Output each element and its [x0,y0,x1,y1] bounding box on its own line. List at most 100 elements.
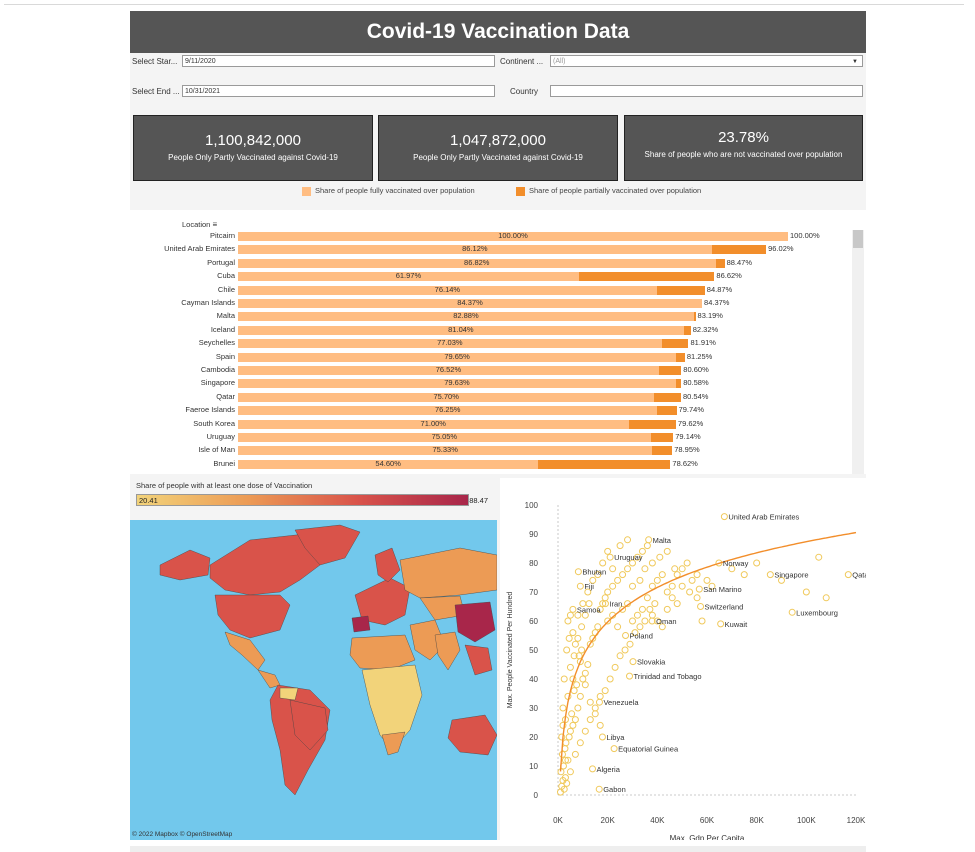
scatter-point [576,739,584,747]
bar-fully-vaccinated[interactable] [238,433,651,442]
map-region-north-africa[interactable] [349,634,416,671]
scatter-point-labeled [569,605,577,613]
map-region-usa[interactable] [214,594,291,639]
scatter-point [611,663,619,671]
map-region-iberia[interactable] [351,615,371,633]
bar-category-label: Cuba [217,271,235,281]
scatter-point [641,565,649,573]
map-region-greenland[interactable] [294,524,361,566]
bar-fully-vaccinated[interactable] [238,245,712,255]
bar-fully-vaccinated[interactable] [238,312,694,322]
bar-partially-vaccinated[interactable] [578,272,715,282]
scatter-point [673,600,681,608]
kpi-card-partly-2: 1,047,872,000 People Only Partly Vaccina… [378,115,618,181]
map-region-brazil[interactable] [289,699,329,751]
scatter-point [564,756,572,764]
map-region-southern-africa[interactable] [381,731,406,756]
scatter-point [581,611,589,619]
bar-fully-vaccinated[interactable] [238,459,539,469]
bar-partially-vaccinated[interactable] [628,419,676,429]
scatter-point-label: Uruguay [614,553,643,562]
bar-partially-vaccinated[interactable] [657,406,677,416]
bottom-toolbar [130,846,866,852]
scatter-point-labeled [766,571,774,579]
map-region-scandinavia[interactable] [374,547,401,583]
scatter-point [688,576,696,584]
scatter-point-label: Poland [630,632,653,641]
bar-partially-vaccinated[interactable] [715,258,725,268]
bar-category-label: Seychelles [198,338,235,348]
map-region-australia[interactable] [447,714,498,756]
kpi-card-not-vaccinated: 23.78% Share of people who are not vacci… [624,115,863,181]
bar-scrollbar[interactable] [852,230,864,474]
map-region-mexico[interactable] [224,631,266,671]
scatter-point [576,658,584,666]
scatter-point-labeled [629,658,637,666]
scatter-point [591,710,599,718]
bar-fully-vaccinated[interactable] [238,446,653,456]
scatter-chart[interactable]: 0 10 20 30 40 50 60 70 80 90 100 0K 20K 40K 60K 80K 100K… [500,478,872,843]
scatter-point [614,623,622,631]
scatter-point [633,611,641,619]
bar-partially-vaccinated[interactable] [683,325,691,335]
bar-partially-vaccinated[interactable] [538,459,671,469]
y-tick-label: 0 [534,791,539,800]
y-tick-label: 80 [529,559,538,568]
world-map[interactable]: © 2022 Mapbox © OpenStreetMap [130,520,498,840]
country-input[interactable] [550,85,863,97]
scatter-point [569,629,577,637]
scatter-point [571,640,579,648]
map-region-central-america[interactable] [257,669,281,689]
bar-fully-vaccinated[interactable] [238,379,676,389]
bar-fully-vaccinated[interactable] [238,352,677,362]
bar-partially-vaccinated[interactable] [661,339,689,349]
bar-partially-vaccinated[interactable] [658,366,682,375]
bar-partially-vaccinated[interactable] [676,352,685,362]
scatter-point-label: Slovakia [637,658,666,667]
location-header[interactable]: Location ≡ [182,220,217,229]
bar-partially-vaccinated[interactable] [656,285,705,295]
bar-fully-vaccinated[interactable] [238,392,655,402]
bar-fully-vaccinated[interactable] [238,232,788,241]
scatter-point [614,576,622,584]
bar-fully-vaccinated[interactable] [238,419,629,429]
bar-partially-vaccinated[interactable] [654,392,681,402]
scatter-point [643,542,651,550]
bar-fully-vaccinated[interactable] [238,258,716,268]
bar-partially-vaccinated[interactable] [650,433,674,442]
end-date-label: Select End ... [132,87,180,96]
map-region-venezuela[interactable] [279,687,299,701]
scatter-point-labeled [574,568,582,576]
map-region-canada[interactable] [209,533,331,596]
bar-total-value-label: 96.02% [768,244,794,254]
scatter-point [586,698,594,706]
bar-fully-vaccinated[interactable] [238,339,662,349]
map-attribution: © 2022 Mapbox © OpenStreetMap [132,831,233,838]
start-date-label: Select Star... [132,57,178,66]
bar-partially-vaccinated[interactable] [711,245,767,255]
scatter-point [566,611,574,619]
scatter-point [574,611,582,619]
bar-partially-vaccinated[interactable] [675,379,682,389]
bar-fully-vaccinated[interactable] [238,272,579,282]
map-region-china[interactable] [454,601,496,643]
continent-select[interactable]: (All) ▼ [550,55,863,67]
scatter-point-label: Algeria [597,765,621,774]
bar-partially-vaccinated[interactable] [693,312,696,322]
map-region-russia[interactable] [399,547,498,599]
map-region-southeast-asia[interactable] [464,644,493,676]
sort-icon[interactable]: ≡ [212,220,218,229]
start-date-input[interactable]: 9/11/2020 [182,55,495,67]
bar-fully-vaccinated[interactable] [238,299,703,308]
map-region-alaska[interactable] [159,549,211,581]
bar-fully-vaccinated[interactable] [238,285,657,295]
bar-fully-vaccinated[interactable] [238,366,659,375]
bar-fully-vaccinated[interactable] [238,325,684,335]
bar-partially-vaccinated[interactable] [652,446,673,456]
end-date-input[interactable]: 10/31/2021 [182,85,495,97]
scatter-point-labeled [606,553,614,561]
scroll-thumb[interactable] [853,230,863,248]
map-region-india[interactable] [434,631,461,671]
bar-category-label: Iceland [210,324,235,334]
bar-fully-vaccinated[interactable] [238,406,658,416]
